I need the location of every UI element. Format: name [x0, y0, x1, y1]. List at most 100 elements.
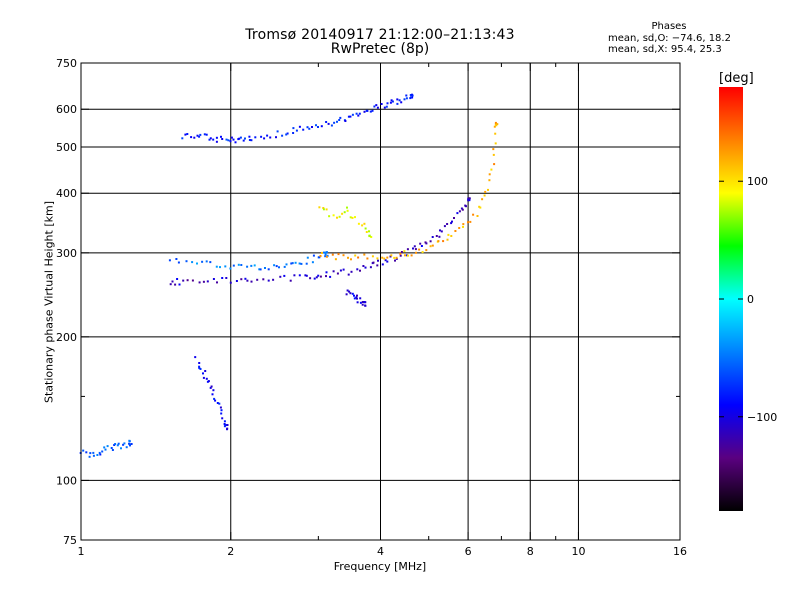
data-point: [292, 127, 295, 130]
data-point: [331, 253, 334, 256]
data-point: [361, 224, 364, 227]
data-point: [225, 277, 228, 279]
data-point: [193, 136, 196, 139]
data-point: [476, 215, 479, 217]
data-point: [324, 255, 327, 258]
data-point: [322, 207, 325, 209]
data-point: [199, 133, 202, 136]
data-point: [281, 134, 284, 137]
data-point: [391, 100, 394, 103]
data-point: [229, 267, 232, 270]
data-point: [337, 253, 340, 256]
data-point: [103, 446, 106, 449]
data-point: [226, 427, 229, 430]
data-point: [342, 268, 345, 271]
data-point: [361, 303, 364, 306]
data-point: [202, 280, 205, 283]
grid-lines: [81, 63, 680, 540]
data-point: [198, 362, 201, 364]
data-point: [318, 256, 321, 259]
data-point: [174, 283, 177, 286]
data-point: [317, 126, 319, 128]
data-point: [194, 356, 197, 359]
data-point: [123, 442, 126, 445]
data-point: [177, 261, 180, 264]
data-point: [224, 265, 227, 268]
data-point: [373, 105, 376, 108]
data-point: [399, 252, 402, 255]
data-point: [334, 258, 337, 261]
data-point: [210, 385, 213, 388]
data-point: [298, 125, 301, 128]
data-point: [437, 240, 440, 243]
data-point: [454, 230, 457, 232]
data-point: [309, 277, 312, 280]
data-point: [230, 136, 233, 139]
data-point: [215, 136, 218, 139]
data-point: [363, 253, 366, 256]
x-tick-label: 2: [227, 545, 234, 558]
data-point: [395, 257, 398, 260]
data-point: [315, 276, 318, 279]
data-point: [88, 455, 91, 458]
data-point: [385, 105, 388, 108]
data-point: [232, 138, 235, 141]
data-point: [494, 142, 497, 145]
data-point: [226, 424, 229, 426]
data-point: [356, 268, 359, 271]
data-point: [332, 214, 335, 217]
data-point: [386, 256, 389, 259]
data-point: [484, 190, 487, 193]
data-point: [356, 301, 359, 304]
chart-title: Tromsø 20140917 21:12:00–21:13:43: [245, 27, 515, 43]
data-point: [468, 197, 471, 200]
data-point: [191, 279, 194, 282]
data-point: [263, 137, 266, 140]
data-point: [450, 235, 453, 237]
data-point: [205, 377, 208, 380]
data-point: [246, 279, 249, 282]
data-point: [242, 139, 245, 142]
data-point: [209, 137, 212, 140]
data-point: [275, 265, 278, 268]
data-point: [286, 132, 289, 135]
data-point: [240, 264, 243, 266]
x-tick-label: 4: [377, 545, 384, 558]
data-point: [386, 102, 389, 105]
data-point: [215, 265, 218, 268]
data-point: [381, 256, 384, 259]
data-point: [364, 304, 367, 307]
data-point: [351, 216, 354, 219]
chart-subtitle: RwPretec (8p): [330, 41, 430, 57]
data-point: [389, 255, 392, 258]
data-point: [220, 412, 223, 415]
data-point: [224, 424, 227, 427]
data-point: [327, 122, 330, 125]
data-point: [212, 278, 215, 280]
data-point: [363, 222, 366, 225]
data-point: [355, 296, 358, 299]
data-point: [209, 261, 212, 264]
data-point: [400, 251, 403, 253]
data-point: [420, 245, 423, 247]
data-point: [128, 443, 131, 446]
data-point: [312, 254, 315, 257]
data-point: [223, 423, 226, 425]
data-point: [317, 274, 320, 277]
data-point: [101, 450, 104, 453]
data-point: [325, 208, 328, 211]
data-point: [304, 274, 307, 277]
data-point: [262, 278, 265, 281]
data-point: [464, 204, 467, 207]
data-point: [171, 280, 174, 283]
y-tick-label: 75: [63, 534, 77, 547]
data-point: [198, 367, 201, 370]
colorbar-tick-label: −100: [747, 411, 777, 424]
data-point: [305, 262, 308, 265]
data-point: [319, 275, 322, 278]
data-point: [377, 259, 379, 262]
data-point: [204, 370, 207, 372]
data-point: [339, 116, 342, 119]
data-point: [330, 124, 333, 127]
